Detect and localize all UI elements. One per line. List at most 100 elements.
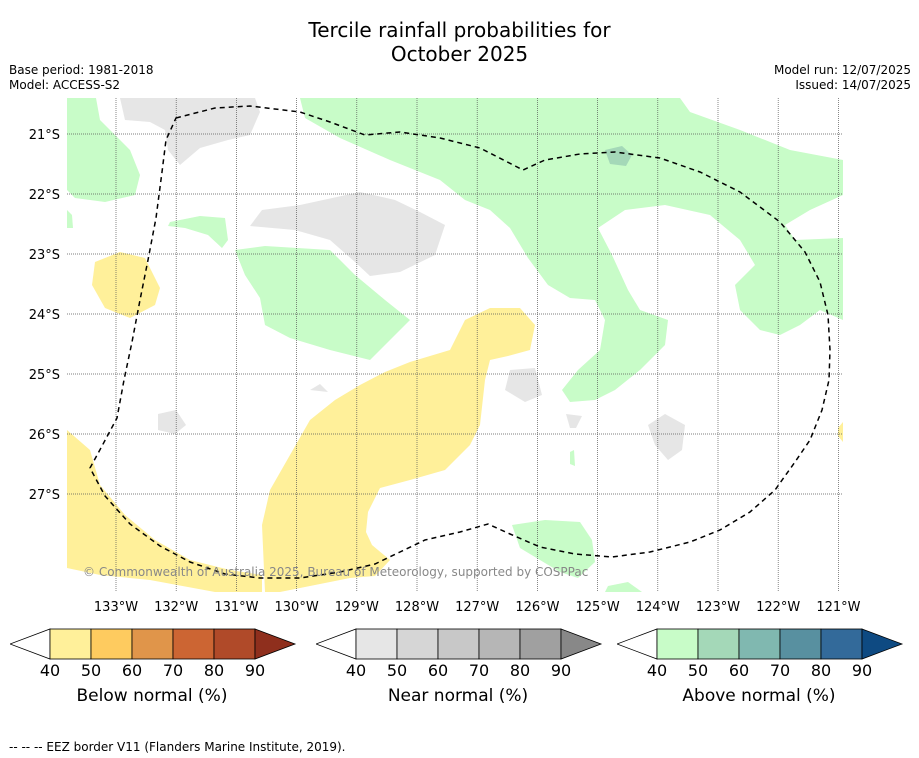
colorbar-tick-label: 40: [647, 661, 667, 680]
below-normal-region-east-edge: [838, 422, 843, 442]
colorbar-swatch: [519, 628, 562, 660]
colorbar-tick-label: 60: [428, 661, 448, 680]
colorbar-swatch: [437, 628, 480, 660]
below-normal-region-south: [262, 308, 535, 592]
latitude-label: 27°S: [29, 488, 60, 503]
colorbar-tick-label: 40: [40, 661, 60, 680]
latitude-label: 24°S: [29, 308, 60, 323]
above-normal-region-south-small: [605, 582, 642, 592]
colorbar-tick-label: 90: [551, 661, 571, 680]
longitude-label: 124°W: [636, 600, 680, 615]
near-normal-spot-4: [566, 414, 582, 428]
below-normal-region-west-edge: [67, 455, 70, 470]
colorbar-tick-label: 90: [245, 661, 265, 680]
colorbar-min-arrow: [316, 628, 357, 660]
copyright-notice: © Commonwealth of Australia 2025, Bureau…: [83, 565, 589, 579]
colorbar-tick-label: 80: [811, 661, 831, 680]
latitude-label: 26°S: [29, 428, 60, 443]
latitude-label: 25°S: [29, 368, 60, 383]
near-normal-spot-3: [505, 368, 542, 402]
eez-border: [89, 105, 831, 579]
meta-right: Model run: 12/07/2025 Issued: 14/07/2025: [774, 63, 911, 93]
above-normal-dot: [570, 450, 575, 466]
latitude-label: 22°S: [29, 188, 60, 203]
probability-regions: [67, 98, 843, 592]
graticule: [67, 98, 843, 592]
colorbar-swatch: [820, 628, 863, 660]
below-normal-region-northwest: [92, 252, 160, 318]
colorbar-tick-label: 60: [122, 661, 142, 680]
colorbar: 40 50 60 70 80 90: [617, 628, 904, 680]
eez-footnote: -- -- -- EEZ border V11 (Flanders Marine…: [9, 740, 346, 754]
longitude-label: 122°W: [756, 600, 800, 615]
colorbar: 40 50 60 70 80 90: [316, 628, 603, 680]
near-normal-spot-5: [648, 414, 685, 460]
colorbar-tick-label: 50: [688, 661, 708, 680]
map-title: Tercile rainfall probabilities for Octob…: [0, 18, 919, 66]
near-normal-region-center: [250, 192, 445, 276]
colorbar-swatch: [396, 628, 439, 660]
title-line-2: October 2025: [390, 42, 529, 66]
colorbar-title: Below normal (%): [76, 686, 228, 706]
longitude-label: 121°W: [816, 600, 860, 615]
model-run: Model run: 12/07/2025: [773, 63, 911, 77]
colorbar-max-arrow: [254, 628, 297, 660]
longitude-label: 128°W: [395, 600, 439, 615]
issued-date: Issued: 14/07/2025: [795, 78, 911, 92]
above-normal-region-west: [67, 98, 140, 202]
colorbar-swatch: [90, 628, 133, 660]
below-normal-region-west: [67, 430, 262, 592]
above-normal-region-center: [235, 246, 410, 360]
colorbar-tick-label: 50: [81, 661, 101, 680]
colorbar-swatch: [478, 628, 521, 660]
latitude-label: 23°S: [29, 248, 60, 263]
above-normal-region-west-small: [67, 210, 73, 228]
colorbar: 40 50 60 70 80 90: [10, 628, 297, 680]
colorbar-swatch: [49, 628, 92, 660]
colorbar-tick-label: 80: [510, 661, 530, 680]
base-period: Base period: 1981-2018: [9, 63, 154, 77]
longitude-label: 131°W: [214, 600, 258, 615]
colorbar-swatch: [355, 628, 398, 660]
colorbar-tick-label: 80: [204, 661, 224, 680]
colorbar-swatch: [697, 628, 740, 660]
colorbar-swatch: [213, 628, 256, 660]
longitude-label: 130°W: [275, 600, 319, 615]
colorbar-swatch: [656, 628, 699, 660]
colorbar-min-arrow: [10, 628, 51, 660]
colorbar-tick-label: 70: [770, 661, 790, 680]
colorbar-max-arrow: [861, 628, 904, 660]
above-normal-medium-spot: [605, 146, 632, 166]
near-normal-spot-1: [158, 410, 186, 434]
above-normal-region-center-small: [168, 216, 228, 248]
colorbar-tick-label: 60: [729, 661, 749, 680]
colorbar-tick-label: 70: [163, 661, 183, 680]
longitude-label: 133°W: [94, 600, 138, 615]
colorbar-max-arrow: [560, 628, 603, 660]
near-normal-region-north: [120, 98, 260, 165]
latitude-label: 21°S: [29, 128, 60, 143]
longitude-label: 125°W: [576, 600, 620, 615]
colorbar-swatch: [779, 628, 822, 660]
tick-labels: 21°S 22°S 23°S 24°S 25°S 26°S 27°S 133°W 132°W 13…: [29, 128, 861, 615]
colorbar-min-arrow: [617, 628, 658, 660]
colorbar-title: Near normal (%): [387, 686, 529, 706]
colorbar-title: Above normal (%): [682, 686, 836, 706]
longitude-label: 132°W: [154, 600, 198, 615]
title-line-1: Tercile rainfall probabilities for: [308, 18, 611, 42]
colorbar-swatch: [738, 628, 781, 660]
meta-left: Base period: 1981-2018 Model: ACCESS-S2: [9, 63, 154, 93]
colorbar-tick-label: 70: [469, 661, 489, 680]
colorbar-tick-label: 90: [852, 661, 872, 680]
longitude-label: 123°W: [696, 600, 740, 615]
colorbar-swatch: [172, 628, 215, 660]
near-normal-spot-2: [310, 384, 328, 392]
colorbar-tick-label: 50: [387, 661, 407, 680]
above-normal-region-north: [300, 98, 843, 402]
longitude-label: 126°W: [515, 600, 559, 615]
longitude-label: 129°W: [335, 600, 379, 615]
model-name: Model: ACCESS-S2: [9, 78, 121, 92]
longitude-label: 127°W: [455, 600, 499, 615]
colorbar-swatch: [131, 628, 174, 660]
